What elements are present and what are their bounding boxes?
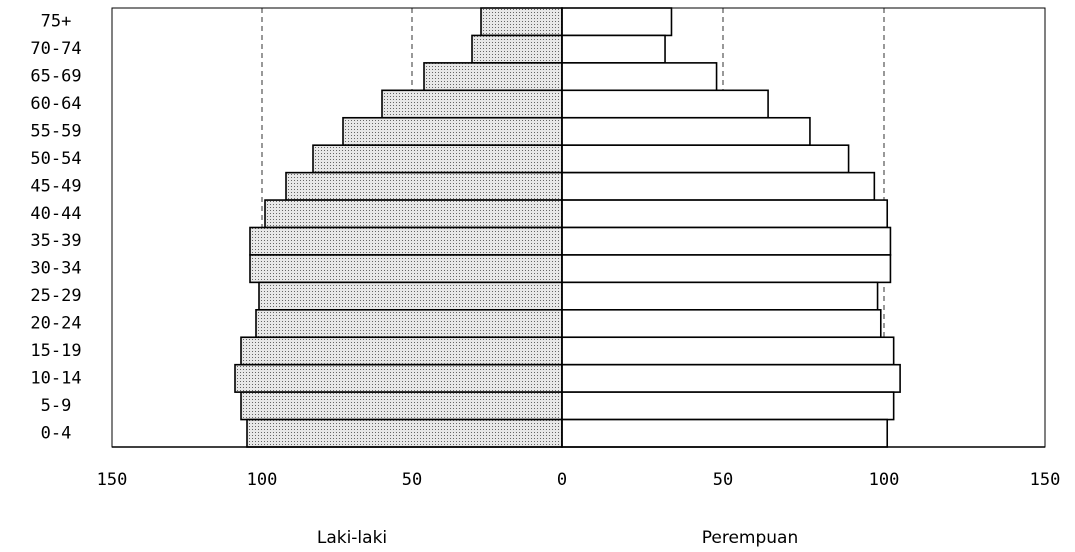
y-tick-label: 0-4 <box>41 423 72 443</box>
bar <box>249 226 563 256</box>
bar <box>423 62 563 92</box>
y-tick-label: 20-24 <box>30 314 81 334</box>
bar <box>561 34 666 64</box>
axis-label: Perempuan <box>702 528 799 548</box>
y-tick-label: 55-59 <box>30 121 81 141</box>
x-tick-label: 50 <box>713 470 733 490</box>
y-tick-label: 30-34 <box>30 259 81 279</box>
x-tick-label: 150 <box>1030 470 1061 490</box>
y-tick-label: 50-54 <box>30 149 81 169</box>
bar <box>561 391 895 421</box>
bar <box>561 171 876 201</box>
x-tick-label: 150 <box>97 470 128 490</box>
bar <box>561 62 718 92</box>
x-tick-label: 0 <box>557 470 567 490</box>
bar <box>240 391 563 421</box>
bar <box>561 226 892 256</box>
bar <box>561 116 811 146</box>
y-tick-label: 60-64 <box>30 94 81 114</box>
y-tick-label: 70-74 <box>30 39 81 59</box>
bar <box>471 34 563 64</box>
x-tick-label: 100 <box>869 470 900 490</box>
x-tick-label: 50 <box>402 470 422 490</box>
y-tick-label: 40-44 <box>30 204 81 224</box>
bar <box>561 7 673 37</box>
y-tick-label: 25-29 <box>30 286 81 306</box>
bar <box>561 144 850 174</box>
y-tick-label: 45-49 <box>30 176 81 196</box>
bar <box>561 363 901 393</box>
y-tick-label: 65-69 <box>30 67 81 87</box>
axis-label: Laki-laki <box>317 528 387 548</box>
y-tick-label: 15-19 <box>30 341 81 361</box>
bar <box>240 336 563 366</box>
y-tick-label: 5-9 <box>41 396 72 416</box>
y-tick-label: 10-14 <box>30 368 81 388</box>
bar <box>561 336 895 366</box>
bar <box>342 116 563 146</box>
bar <box>561 199 889 229</box>
x-tick-label: 100 <box>247 470 278 490</box>
bar <box>255 309 563 339</box>
bar <box>234 363 563 393</box>
bar <box>246 418 563 448</box>
bar <box>561 418 889 448</box>
bar <box>561 281 879 311</box>
bar <box>264 199 563 229</box>
bar <box>258 281 563 311</box>
bar <box>285 171 563 201</box>
bar <box>480 7 563 37</box>
bar <box>561 309 882 339</box>
bar <box>249 254 563 284</box>
y-tick-label: 35-39 <box>30 231 81 251</box>
bar <box>561 254 892 284</box>
bar <box>312 144 563 174</box>
y-tick-label: 75+ <box>41 12 72 32</box>
bar <box>561 89 769 119</box>
bar <box>381 89 563 119</box>
